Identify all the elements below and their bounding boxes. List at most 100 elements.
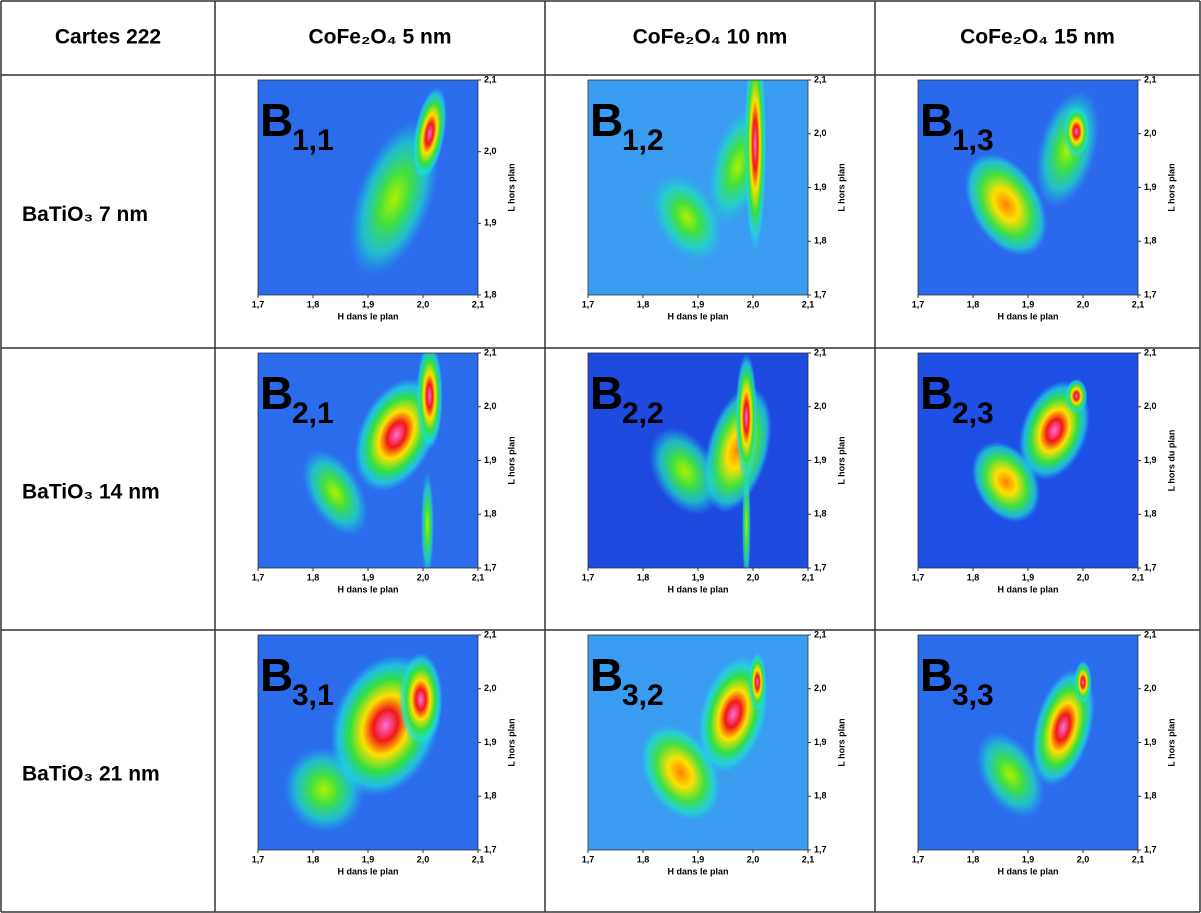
x-tick-label: 2,0 bbox=[1077, 854, 1090, 864]
x-tick-label: 2,1 bbox=[472, 572, 485, 582]
x-tick-label: 2,1 bbox=[472, 299, 485, 309]
y-tick-label: 1,9 bbox=[814, 455, 827, 465]
table-content: Cartes 222 CoFe₂O₄ 5 nm CoFe₂O₄ 10 nm CoFe₂… bbox=[22, 26, 1176, 877]
y-tick-label: 1,7 bbox=[814, 562, 827, 572]
y-tick-label: 1,8 bbox=[814, 791, 827, 801]
x-tick-label: 2,0 bbox=[417, 299, 430, 309]
x-tick-label: 2,1 bbox=[802, 854, 815, 864]
x-tick-label: 1,8 bbox=[967, 854, 980, 864]
x-tick-label: 1,7 bbox=[252, 854, 265, 864]
x-tick-label: 1,8 bbox=[307, 299, 320, 309]
y-tick-label: 1,7 bbox=[1144, 844, 1157, 854]
y-tick-label: 1,9 bbox=[814, 737, 827, 747]
x-tick-label: 1,7 bbox=[912, 572, 925, 582]
map-label: B bbox=[260, 649, 293, 701]
x-tick-label: 1,8 bbox=[637, 299, 650, 309]
x-tick-label: 1,8 bbox=[967, 572, 980, 582]
x-tick-label: 1,8 bbox=[637, 572, 650, 582]
y-tick-label: 1,7 bbox=[1144, 289, 1157, 299]
map-label-subscript: 1,3 bbox=[952, 124, 994, 157]
y-tick-label: 1,9 bbox=[814, 182, 827, 192]
y-tick-label: 2,1 bbox=[484, 347, 497, 357]
map-label-subscript: 3,1 bbox=[292, 679, 334, 712]
x-tick-label: 1,8 bbox=[637, 854, 650, 864]
y-tick-label: 2,1 bbox=[1144, 74, 1157, 84]
x-tick-label: 1,9 bbox=[362, 572, 375, 582]
x-tick-label: 1,7 bbox=[252, 572, 265, 582]
map-intensity bbox=[651, 80, 768, 262]
intensity-blob bbox=[1065, 378, 1088, 414]
y-axis-label: L hors plan bbox=[1166, 718, 1176, 766]
x-tick-label: 1,8 bbox=[307, 572, 320, 582]
x-tick-label: 2,0 bbox=[1077, 572, 1090, 582]
x-tick-label: 1,9 bbox=[362, 299, 375, 309]
y-tick-label: 2,1 bbox=[814, 74, 827, 84]
y-tick-label: 1,8 bbox=[484, 509, 497, 519]
map: B3,2 1,7 1,8 1,9 2,0 2,1 H dans le plan 1,7 1,8 1… bbox=[582, 629, 847, 876]
x-axis-label: H dans le plan bbox=[337, 866, 398, 876]
y-tick-label: 1,8 bbox=[484, 791, 497, 801]
map-label-subscript: 1,2 bbox=[622, 124, 664, 157]
x-tick-label: 2,0 bbox=[747, 299, 760, 309]
x-tick-label: 2,1 bbox=[802, 572, 815, 582]
row-header: BaTiO₃ 7 nm bbox=[22, 203, 148, 226]
y-tick-label: 2,0 bbox=[814, 401, 827, 411]
map-intensity bbox=[349, 87, 447, 277]
y-tick-label: 2,1 bbox=[1144, 629, 1157, 639]
intensity-blob bbox=[420, 471, 434, 568]
intensity-blob bbox=[1063, 105, 1090, 158]
x-axis-label: H dans le plan bbox=[667, 866, 728, 876]
column-header: CoFe₂O₄ 10 nm bbox=[633, 26, 788, 49]
y-tick-label: 1,7 bbox=[814, 844, 827, 854]
y-tick-label: 2,0 bbox=[484, 146, 497, 156]
map: B2,3 1,7 1,8 1,9 2,0 2,1 H dans le plan 1,7 1,8 1… bbox=[912, 347, 1177, 594]
x-tick-label: 1,9 bbox=[692, 572, 705, 582]
y-tick-label: 1,8 bbox=[814, 236, 827, 246]
y-tick-label: 1,9 bbox=[1144, 737, 1157, 747]
x-tick-label: 2,0 bbox=[417, 854, 430, 864]
map-label: B bbox=[590, 367, 623, 419]
x-tick-label: 1,9 bbox=[692, 854, 705, 864]
map-label: B bbox=[920, 94, 953, 146]
intensity-blob bbox=[976, 731, 1045, 819]
map-intensity bbox=[302, 353, 443, 568]
intensity-blob bbox=[748, 652, 767, 713]
column-header: CoFe₂O₄ 5 nm bbox=[308, 26, 451, 49]
intensity-blob bbox=[649, 427, 721, 516]
x-tick-label: 2,1 bbox=[802, 299, 815, 309]
y-tick-label: 1,8 bbox=[1144, 509, 1157, 519]
y-tick-label: 2,1 bbox=[484, 74, 497, 84]
x-axis-label: H dans le plan bbox=[667, 311, 728, 321]
y-tick-label: 1,7 bbox=[484, 562, 497, 572]
y-tick-label: 1,9 bbox=[1144, 455, 1157, 465]
intensity-blob bbox=[302, 449, 368, 536]
x-tick-label: 2,0 bbox=[747, 854, 760, 864]
y-axis-label: L hors du plan bbox=[1166, 430, 1176, 492]
y-tick-label: 2,0 bbox=[484, 401, 497, 411]
map-label: B bbox=[260, 367, 293, 419]
y-tick-label: 2,0 bbox=[1144, 401, 1157, 411]
y-tick-label: 2,1 bbox=[814, 629, 827, 639]
y-tick-label: 1,8 bbox=[1144, 236, 1157, 246]
intensity-blob bbox=[1074, 660, 1092, 704]
map-label: B bbox=[590, 649, 623, 701]
x-axis-label: H dans le plan bbox=[667, 584, 728, 594]
y-axis-label: L hors plan bbox=[1166, 163, 1176, 211]
y-axis-label: L hors plan bbox=[836, 163, 846, 211]
map-label: B bbox=[920, 649, 953, 701]
y-tick-label: 1,9 bbox=[1144, 182, 1157, 192]
y-tick-label: 2,0 bbox=[814, 128, 827, 138]
y-tick-label: 1,9 bbox=[484, 737, 497, 747]
x-tick-label: 1,7 bbox=[582, 854, 595, 864]
y-tick-label: 2,0 bbox=[814, 683, 827, 693]
row-header: BaTiO₃ 21 nm bbox=[22, 763, 160, 786]
y-tick-label: 1,7 bbox=[484, 844, 497, 854]
column-header: CoFe₂O₄ 15 nm bbox=[960, 26, 1115, 49]
y-axis-label: L hors plan bbox=[836, 436, 846, 484]
map-label-subscript: 3,2 bbox=[622, 679, 664, 712]
map: B3,1 1,7 1,8 1,9 2,0 2,1 H dans le plan 1,7 1,8 1… bbox=[252, 629, 517, 876]
intensity-blob bbox=[742, 460, 751, 568]
x-tick-label: 1,9 bbox=[692, 299, 705, 309]
y-tick-label: 1,8 bbox=[814, 509, 827, 519]
